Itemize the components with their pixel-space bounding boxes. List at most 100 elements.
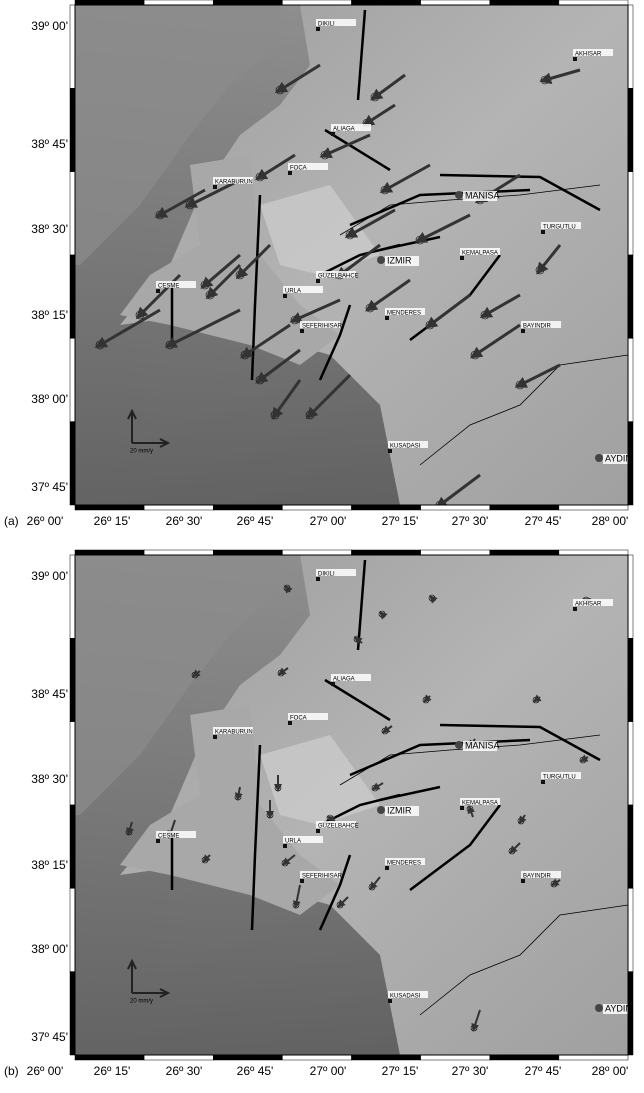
- frame-tick: [628, 888, 633, 971]
- frame-tick: [75, 505, 144, 510]
- frame-tick: [70, 805, 75, 888]
- lat-label: 38º 45': [31, 137, 68, 151]
- frame-tick: [213, 1055, 282, 1060]
- place-marker: [385, 866, 389, 870]
- lon-label: 27º 00': [310, 1064, 347, 1078]
- place-label: MENDERES: [387, 861, 421, 867]
- lat-label: 37º 45': [31, 480, 68, 494]
- lon-label: 27º 30': [452, 1064, 489, 1078]
- place-label: CESME: [158, 284, 179, 290]
- place-label: ALIAGA: [333, 127, 355, 133]
- frame-tick: [559, 1055, 628, 1060]
- frame-tick: [559, 505, 628, 510]
- frame-tick: [144, 505, 213, 510]
- frame-tick: [75, 550, 144, 555]
- lat-label: 38º 00': [31, 392, 68, 406]
- frame-tick: [628, 5, 633, 88]
- frame-tick: [144, 1055, 213, 1060]
- frame-tick: [70, 88, 75, 171]
- place-marker: [156, 289, 160, 293]
- lon-label: 26º 15': [94, 1064, 131, 1078]
- lon-label: 26º 30': [166, 514, 203, 528]
- frame-tick: [628, 805, 633, 888]
- frame-tick: [628, 172, 633, 255]
- place-marker: [316, 279, 320, 283]
- lat-label: 38º 00': [31, 942, 68, 956]
- scale-label: 20 mm/y: [130, 449, 153, 455]
- place-label: SEFERIHISAR: [302, 324, 343, 330]
- lat-label: 38º 30': [31, 772, 68, 786]
- place-label: KEMALPASA: [462, 251, 498, 257]
- frame-tick: [628, 722, 633, 805]
- place-label: TURGUTLU: [543, 775, 576, 781]
- lon-label: 26º 30': [166, 1064, 203, 1078]
- frame-tick: [70, 555, 75, 638]
- place-marker: [283, 844, 287, 848]
- place-marker: [595, 1004, 603, 1012]
- place-label: DIKILI: [318, 22, 335, 28]
- lat-label: 39º 00': [31, 19, 68, 33]
- frame-tick: [70, 422, 75, 505]
- frame-tick: [628, 255, 633, 338]
- lat-label: 39º 00': [31, 569, 68, 583]
- place-marker: [316, 829, 320, 833]
- place-label: BAYINDIR: [523, 324, 552, 330]
- frame-tick: [213, 550, 282, 555]
- lon-label: 27º 15': [382, 1064, 419, 1078]
- place-label: SEFERIHISAR: [302, 874, 343, 880]
- frame-tick: [70, 972, 75, 1055]
- frame-tick: [282, 505, 351, 510]
- frame-tick: [75, 1055, 144, 1060]
- frame-tick: [352, 550, 421, 555]
- place-label: FOCA: [290, 716, 307, 722]
- frame-tick: [282, 1055, 351, 1060]
- place-marker: [573, 607, 577, 611]
- place-label: MANISA: [465, 190, 500, 200]
- frame-tick: [282, 550, 351, 555]
- frame-tick: [70, 722, 75, 805]
- lat-label: 38º 15': [31, 858, 68, 872]
- frame-tick: [628, 422, 633, 505]
- place-marker: [288, 171, 292, 175]
- place-label: KUSADASI: [390, 994, 421, 1000]
- frame-tick: [352, 1055, 421, 1060]
- place-label: KARABURUN: [215, 180, 253, 186]
- lat-label: 38º 15': [31, 308, 68, 322]
- place-marker: [521, 879, 525, 883]
- place-marker: [385, 316, 389, 320]
- frame-tick: [421, 1055, 490, 1060]
- place-marker: [388, 999, 392, 1003]
- lon-label: 27º 45': [525, 1064, 562, 1078]
- place-marker: [316, 577, 320, 581]
- frame-tick: [490, 0, 559, 5]
- place-marker: [331, 132, 335, 136]
- frame-tick: [628, 555, 633, 638]
- map-panel: DIKILIAKHISARALIAGAFOCAKARABURUNMANISATU…: [4, 550, 637, 1078]
- frame-tick: [628, 972, 633, 1055]
- place-label: IZMIR: [387, 255, 412, 265]
- place-marker: [316, 27, 320, 31]
- place-label: BAYINDIR: [523, 874, 552, 880]
- frame-tick: [75, 0, 144, 5]
- place-label: CESME: [158, 834, 179, 840]
- frame-tick: [70, 255, 75, 338]
- place-label: KEMALPASA: [462, 801, 498, 807]
- place-marker: [460, 256, 464, 260]
- place-label: TURGUTLU: [543, 225, 576, 231]
- place-marker: [455, 741, 463, 749]
- lat-label: 38º 45': [31, 687, 68, 701]
- frame-tick: [628, 88, 633, 171]
- place-marker: [595, 454, 603, 462]
- place-label: AKHISAR: [575, 52, 602, 58]
- place-marker: [331, 682, 335, 686]
- figure: DIKILI AKHISAR ALIAGA FOCA KARABURUN MANISA TU…: [0, 0, 644, 1088]
- lat-label: 38º 30': [31, 222, 68, 236]
- place-label: MANISA: [465, 740, 500, 750]
- frame-tick: [70, 888, 75, 971]
- place-marker: [213, 185, 217, 189]
- place-label: AKHISAR: [575, 602, 602, 608]
- place-marker: [283, 294, 287, 298]
- lat-label: 37º 45': [31, 1030, 68, 1044]
- place-marker: [377, 256, 385, 264]
- place-marker: [455, 191, 463, 199]
